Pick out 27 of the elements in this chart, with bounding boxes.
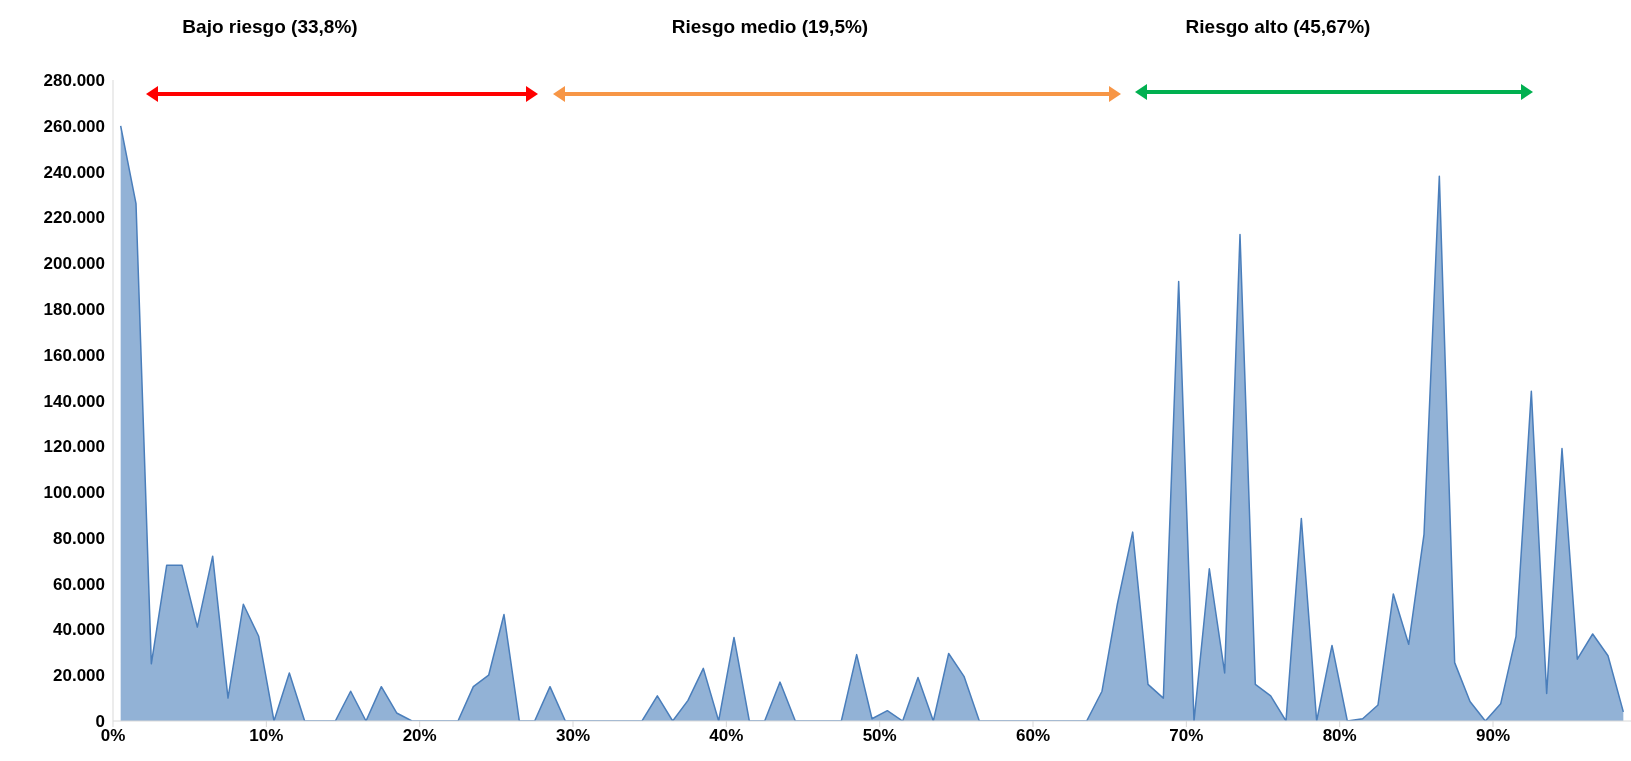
y-tick-label: 80.000 bbox=[53, 528, 105, 548]
y-tick-label: 200.000 bbox=[43, 254, 105, 274]
x-tick-label: 90% bbox=[1475, 726, 1511, 746]
x-tick-label: 60% bbox=[1015, 726, 1051, 746]
x-tick-label: 40% bbox=[709, 726, 744, 746]
x-tick-label: 50% bbox=[862, 726, 897, 746]
y-tick-label: 220.000 bbox=[43, 208, 105, 228]
y-tick-label: 240.000 bbox=[43, 162, 105, 182]
y-tick-label: 60.000 bbox=[53, 574, 105, 594]
y-tick-label: 120.000 bbox=[43, 437, 105, 457]
x-tick-label: 20% bbox=[402, 726, 437, 746]
x-tick-label: 80% bbox=[1322, 726, 1357, 746]
x-tick-label: 30% bbox=[555, 726, 591, 746]
y-tick-label: 260.000 bbox=[43, 116, 105, 136]
y-tick-label: 100.000 bbox=[43, 483, 105, 503]
y-tick-label: 20.000 bbox=[53, 666, 105, 686]
x-tick-label: 10% bbox=[249, 726, 284, 746]
y-tick-label: 180.000 bbox=[43, 299, 105, 319]
text: Bajo riesgo (33,8%) bbox=[181, 16, 359, 38]
text: Riesgo medio (19,5%) bbox=[670, 16, 870, 38]
y-tick-label: 160.000 bbox=[43, 345, 105, 365]
y-tick-label: 40.000 bbox=[53, 620, 105, 640]
x-tick-label: 0% bbox=[100, 726, 126, 746]
y-tick-label: 280.000 bbox=[43, 71, 105, 91]
y-tick-label: 140.000 bbox=[43, 391, 105, 411]
text: Riesgo alto (45,67%) bbox=[1184, 16, 1372, 38]
x-tick-label: 70% bbox=[1169, 726, 1204, 746]
